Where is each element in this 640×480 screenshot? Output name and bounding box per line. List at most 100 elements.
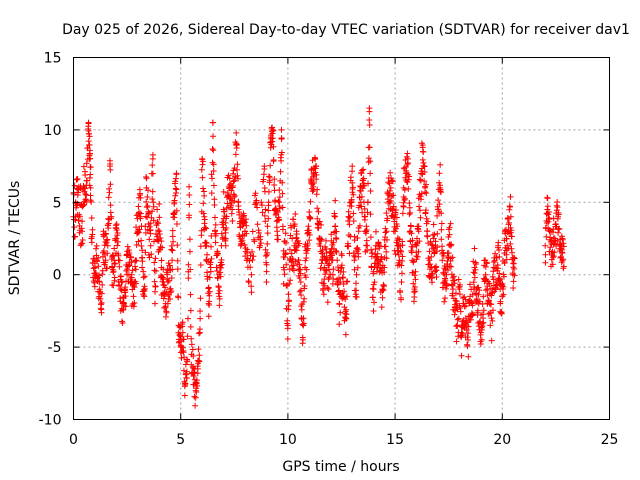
data-point	[211, 214, 218, 221]
data-point	[458, 329, 465, 336]
data-point	[469, 312, 476, 319]
data-point	[443, 271, 450, 278]
data-point	[438, 210, 445, 217]
data-point	[119, 278, 126, 285]
data-point	[137, 210, 144, 217]
data-point	[191, 393, 198, 400]
data-point	[547, 234, 554, 241]
data-point	[510, 284, 517, 291]
data-point	[555, 226, 562, 233]
data-point	[113, 221, 120, 228]
data-point	[169, 266, 176, 273]
data-point	[307, 198, 314, 205]
data-point	[151, 259, 158, 266]
data-point	[329, 271, 336, 278]
data-point	[76, 213, 83, 220]
data-point	[349, 168, 356, 175]
data-point	[489, 317, 496, 324]
data-point	[75, 217, 82, 224]
data-point	[116, 263, 123, 270]
data-point	[285, 291, 292, 298]
data-point	[350, 218, 357, 225]
data-point	[182, 361, 189, 368]
data-point	[380, 286, 387, 293]
data-point	[199, 155, 206, 162]
data-point	[105, 225, 112, 232]
data-point	[560, 240, 567, 247]
data-point	[494, 281, 501, 288]
data-point	[456, 281, 463, 288]
data-point	[340, 274, 347, 281]
data-point	[86, 133, 93, 140]
data-point	[434, 212, 441, 219]
data-point	[368, 246, 375, 253]
data-point	[508, 227, 515, 234]
data-point	[296, 261, 303, 268]
data-point	[359, 177, 366, 184]
data-point	[89, 231, 96, 238]
data-point	[270, 156, 277, 163]
data-point	[444, 267, 451, 274]
data-point	[480, 307, 487, 314]
data-point	[492, 250, 499, 257]
data-point	[434, 244, 441, 251]
data-point	[398, 262, 405, 269]
data-point	[354, 264, 361, 271]
data-point	[476, 287, 483, 294]
data-point	[422, 184, 429, 191]
data-point	[507, 213, 514, 220]
data-point	[459, 330, 466, 337]
data-point	[172, 178, 179, 185]
data-point	[186, 248, 193, 255]
data-point	[174, 257, 181, 264]
data-point	[100, 248, 107, 255]
data-point	[326, 266, 333, 273]
data-point	[409, 237, 416, 244]
data-point	[334, 257, 341, 264]
data-point	[290, 267, 297, 274]
data-point	[509, 249, 516, 256]
data-point	[276, 205, 283, 212]
data-point	[207, 259, 214, 266]
data-point	[107, 181, 114, 188]
data-point	[135, 203, 142, 210]
data-point	[367, 188, 374, 195]
data-point	[261, 212, 268, 219]
y-tick-label: -10	[39, 413, 62, 429]
data-point	[449, 286, 456, 293]
data-point	[451, 311, 458, 318]
data-point	[453, 338, 460, 345]
data-point	[442, 295, 449, 302]
data-point	[330, 266, 337, 273]
data-point	[496, 253, 503, 260]
data-point	[147, 220, 154, 227]
data-point	[226, 175, 233, 182]
data-point	[487, 322, 494, 329]
data-point	[407, 223, 414, 230]
data-point	[265, 173, 272, 180]
data-point	[124, 266, 131, 273]
data-point	[166, 286, 173, 293]
data-point	[323, 257, 330, 264]
data-point	[411, 272, 418, 279]
data-point	[298, 291, 305, 298]
data-point	[74, 175, 81, 182]
data-point	[210, 147, 217, 154]
data-point	[222, 235, 229, 242]
data-point	[279, 179, 286, 186]
data-point	[246, 257, 253, 264]
data-point	[228, 187, 235, 194]
data-point	[159, 244, 166, 251]
data-point	[186, 236, 193, 243]
data-point	[390, 203, 397, 210]
x-tick-label: 25	[601, 432, 619, 448]
data-point	[257, 233, 264, 240]
data-point	[148, 251, 155, 258]
data-point	[389, 178, 396, 185]
data-point	[307, 215, 314, 222]
data-point	[451, 280, 458, 287]
data-point	[296, 275, 303, 282]
data-point	[143, 198, 150, 205]
data-point	[188, 341, 195, 348]
data-point	[467, 281, 474, 288]
